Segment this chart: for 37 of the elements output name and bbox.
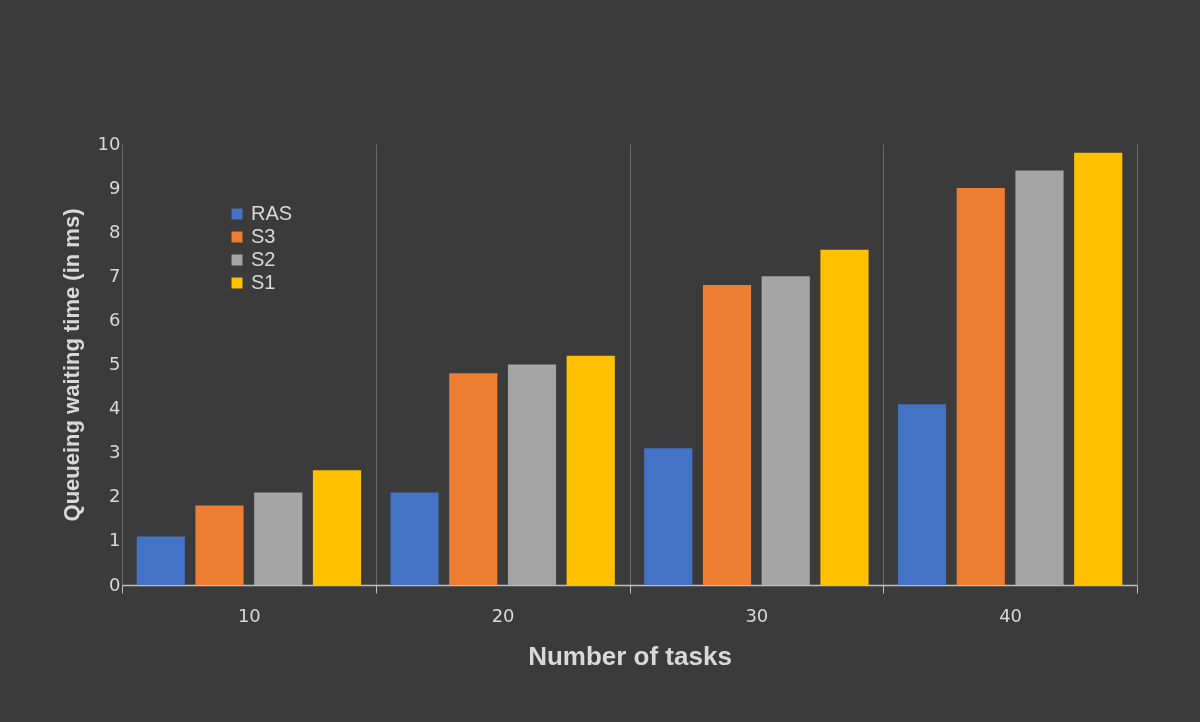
legend-label: RAS	[251, 202, 293, 224]
bar	[897, 404, 947, 585]
y-tick-label: 4	[109, 397, 121, 419]
y-tick-label: 3	[109, 441, 121, 463]
x-tick-label: 40	[999, 604, 1023, 626]
legend-label: S2	[251, 248, 276, 270]
bar	[312, 470, 362, 585]
y-tick-label: 1	[109, 529, 121, 551]
legend-label: S3	[251, 225, 276, 247]
y-tick-label: 6	[109, 308, 121, 330]
bar	[820, 249, 869, 585]
bar	[136, 536, 185, 585]
bar	[1015, 170, 1064, 585]
y-tick-label: 5	[109, 353, 121, 374]
y-tick-label: 10	[97, 132, 121, 154]
y-tick-label: 0	[109, 573, 121, 595]
bar	[1074, 152, 1123, 585]
y-axis-title: Queueing waiting time (in ms)	[58, 208, 84, 522]
x-tick-label: 20	[491, 604, 515, 626]
bar	[195, 505, 244, 585]
bar	[761, 276, 810, 585]
bar	[254, 492, 303, 585]
bar	[449, 373, 498, 585]
x-axis-title: Number of tasks	[528, 640, 732, 671]
y-tick-label: 2	[109, 485, 121, 507]
legend-label: S1	[251, 271, 276, 293]
x-tick-label: 30	[745, 604, 769, 626]
x-tick-label: 10	[237, 604, 261, 626]
y-tick-label: 8	[109, 220, 121, 242]
bar	[507, 364, 557, 585]
bar	[644, 448, 693, 585]
bar	[566, 355, 615, 585]
bar	[956, 188, 1005, 585]
bar	[702, 285, 752, 585]
y-tick-label: 7	[109, 264, 121, 286]
y-tick-label: 9	[109, 176, 121, 198]
bar	[390, 492, 439, 585]
